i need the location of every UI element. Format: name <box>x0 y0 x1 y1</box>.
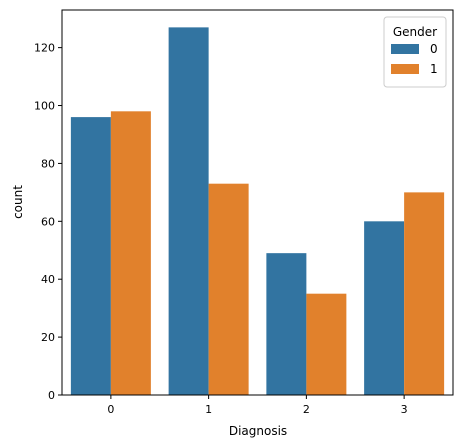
legend-label-1: 1 <box>430 62 438 76</box>
y-axis: 0 20 40 60 80 100 120 <box>34 42 62 402</box>
y-tick-label-80: 80 <box>41 157 55 170</box>
y-tick-label-100: 100 <box>34 100 55 113</box>
legend-swatch-1 <box>391 64 419 74</box>
plot-frame <box>61 9 454 396</box>
y-tick-label-20: 20 <box>41 331 55 344</box>
bar-cat-2-gender-0 <box>266 253 307 395</box>
bar-cat-3-gender-0 <box>364 221 405 395</box>
y-tick-label-120: 120 <box>34 42 55 55</box>
y-tick-label-0: 0 <box>48 389 55 402</box>
bar-cat-1-gender-0 <box>168 27 209 396</box>
x-axis-label: Diagnosis <box>229 424 287 438</box>
bar-cat-1-gender-1 <box>208 183 249 395</box>
y-tick-label-60: 60 <box>41 215 55 228</box>
x-tick-label-1: 1 <box>205 403 212 416</box>
y-axis-label: count <box>11 185 25 219</box>
bars-group <box>70 27 445 396</box>
x-tick-label-3: 3 <box>401 403 408 416</box>
legend: Gender 0 1 <box>383 16 447 88</box>
legend-label-0: 0 <box>430 42 438 56</box>
legend-title: Gender <box>393 25 437 39</box>
legend-swatch-0 <box>391 44 419 54</box>
x-axis: 0 1 2 3 <box>107 395 408 416</box>
bar-cat-3-gender-1 <box>404 192 445 395</box>
x-tick-label-0: 0 <box>107 403 114 416</box>
bar-cat-0-gender-1 <box>110 111 151 395</box>
bar-cat-0-gender-0 <box>70 117 111 396</box>
bar-cat-2-gender-1 <box>306 293 347 395</box>
y-tick-label-40: 40 <box>41 273 55 286</box>
x-tick-label-2: 2 <box>303 403 310 416</box>
